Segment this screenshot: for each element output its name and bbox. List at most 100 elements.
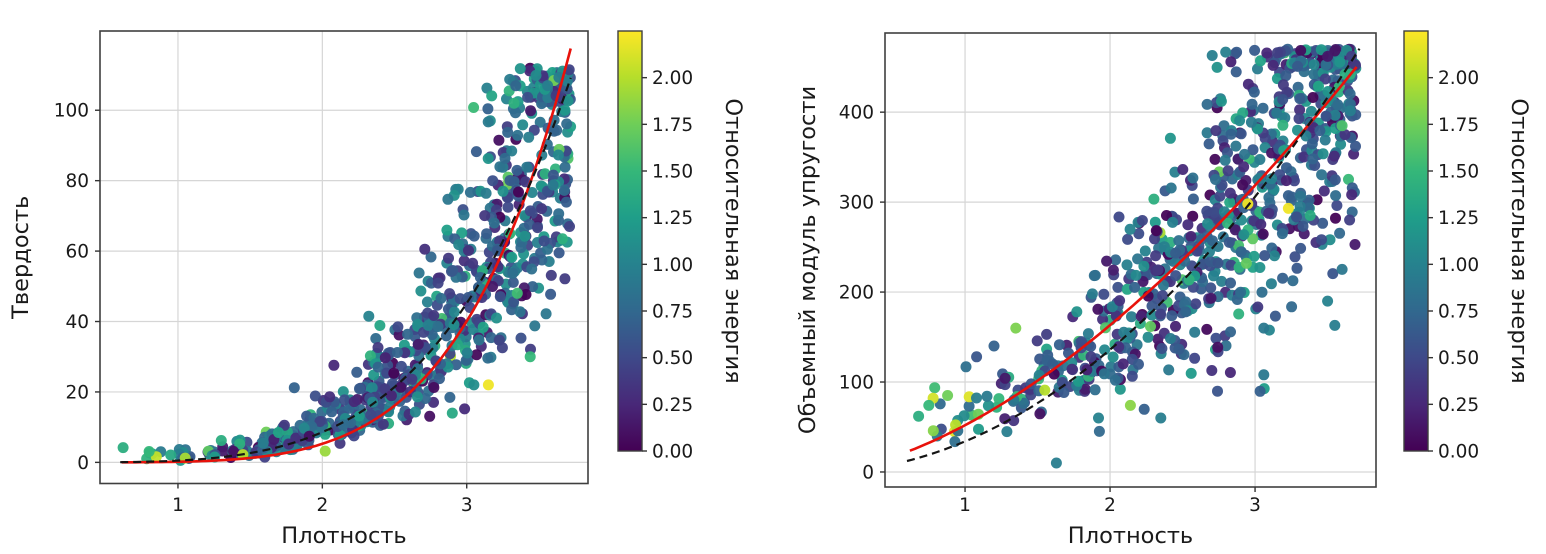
scatter-point bbox=[960, 361, 972, 373]
scatter-point bbox=[511, 164, 523, 176]
scatter-point bbox=[487, 175, 499, 187]
scatter-point bbox=[1311, 194, 1323, 206]
scatter-point bbox=[1196, 233, 1208, 245]
scatter-point bbox=[1201, 323, 1213, 335]
y-tick-label: 60 bbox=[65, 242, 89, 263]
scatter-point bbox=[963, 400, 975, 412]
scatter-point bbox=[540, 308, 552, 320]
colorbar-tick-label: 1.25 bbox=[1438, 208, 1479, 229]
scatter-point bbox=[508, 97, 520, 109]
scatter-point bbox=[379, 352, 391, 364]
scatter-point bbox=[1224, 196, 1236, 208]
scatter-point bbox=[1317, 148, 1329, 160]
scatter-point bbox=[1132, 253, 1144, 265]
scatter-point bbox=[372, 342, 384, 353]
scatter-point bbox=[1294, 93, 1306, 105]
scatter-point bbox=[1349, 239, 1361, 250]
scatter-point bbox=[1165, 182, 1177, 194]
scatter-point bbox=[536, 203, 548, 215]
scatter-point bbox=[334, 437, 346, 449]
scatter-point bbox=[1018, 397, 1030, 409]
scatter-point bbox=[564, 221, 575, 232]
scatter-point bbox=[1008, 415, 1020, 427]
scatter-point bbox=[1350, 59, 1361, 71]
scatter-point bbox=[1092, 303, 1104, 315]
scatter-point bbox=[1235, 128, 1247, 140]
scatter-point bbox=[165, 449, 177, 461]
scatter-point bbox=[1291, 262, 1303, 274]
x-axis: 1 2 3 Плотность bbox=[172, 483, 473, 549]
y-tick-label: 100 bbox=[54, 101, 89, 122]
scatter-point bbox=[1254, 154, 1266, 165]
scatter-point bbox=[1304, 210, 1316, 221]
scatter-point bbox=[1344, 105, 1356, 117]
scatter-point bbox=[981, 390, 993, 402]
scatter-point bbox=[393, 329, 405, 341]
scatter-point bbox=[999, 372, 1011, 384]
scatter-point bbox=[1079, 383, 1091, 395]
scatter-point bbox=[559, 273, 571, 285]
scatter-point bbox=[1225, 128, 1237, 140]
scatter-point bbox=[1258, 322, 1270, 334]
scatter-point bbox=[412, 338, 424, 350]
scatter-point bbox=[1058, 387, 1070, 398]
scatter-point bbox=[482, 103, 494, 115]
scatter-point bbox=[1235, 286, 1247, 298]
scatter-point bbox=[448, 306, 460, 318]
scatter-point bbox=[339, 394, 350, 406]
scatter-point bbox=[363, 310, 375, 322]
scatter-point bbox=[1305, 105, 1317, 117]
scatter-point bbox=[440, 330, 452, 342]
scatter-point bbox=[374, 320, 386, 331]
scatter-point bbox=[1222, 165, 1234, 177]
scatter-point bbox=[1130, 269, 1142, 281]
scatter-point bbox=[1031, 335, 1043, 347]
scatter-point bbox=[426, 329, 438, 341]
scatter-point bbox=[447, 265, 459, 276]
colorbar-tick-label: 0.75 bbox=[652, 302, 693, 323]
scatter-point bbox=[477, 321, 489, 333]
scatter-point bbox=[1336, 263, 1348, 275]
scatter-point bbox=[532, 222, 543, 234]
scatter-point bbox=[512, 129, 524, 141]
y-tick-label: 20 bbox=[65, 382, 89, 403]
scatter-point bbox=[1034, 408, 1046, 420]
scatter-point bbox=[1157, 279, 1169, 291]
scatter-point bbox=[442, 193, 454, 205]
scatter-point bbox=[432, 321, 444, 332]
scatter-point bbox=[1295, 190, 1306, 202]
scatter-point bbox=[454, 293, 466, 305]
fit-solid-red bbox=[121, 48, 572, 464]
scatter-point bbox=[1138, 403, 1150, 415]
scatter-point bbox=[1114, 383, 1126, 395]
scatter-point bbox=[1205, 282, 1217, 294]
scatter-point bbox=[453, 239, 465, 251]
scatter-point bbox=[1146, 309, 1158, 321]
scatter-point bbox=[541, 243, 553, 255]
scatter-point bbox=[1316, 169, 1328, 181]
scatter-point bbox=[1308, 68, 1320, 80]
fit-layer bbox=[906, 48, 1361, 463]
scatter-point bbox=[1071, 306, 1083, 318]
scatter-point bbox=[1281, 162, 1292, 174]
scatter-point bbox=[1277, 94, 1289, 105]
scatter-point bbox=[1282, 202, 1294, 214]
scatter-point bbox=[1263, 192, 1275, 203]
scatter-point bbox=[510, 107, 521, 119]
scatter-point bbox=[1256, 286, 1268, 298]
scatter-point bbox=[1187, 193, 1199, 205]
scatter-point bbox=[1224, 187, 1236, 199]
x-tick-label: 3 bbox=[1249, 495, 1261, 516]
scatter-point bbox=[1242, 78, 1254, 90]
scatter-point bbox=[1324, 234, 1336, 246]
scatter-point bbox=[1255, 55, 1266, 67]
scatter-point bbox=[1167, 216, 1179, 228]
scatter-point bbox=[1344, 214, 1356, 226]
scatter-point bbox=[428, 382, 440, 393]
colorbar-tick-label: 0.00 bbox=[652, 442, 693, 463]
scatter-point bbox=[497, 185, 509, 197]
scatter-point bbox=[1220, 340, 1232, 352]
scatter-point bbox=[530, 69, 542, 81]
scatter-point bbox=[1126, 311, 1137, 323]
scatter-point bbox=[1330, 212, 1341, 224]
